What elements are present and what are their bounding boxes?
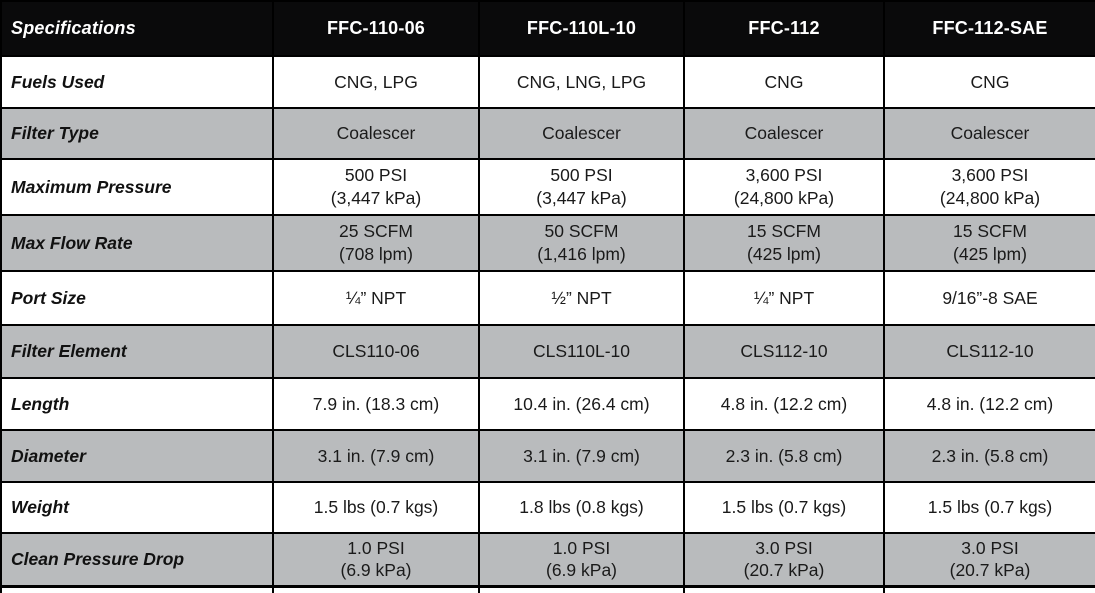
spec-cell: Coalescer [683, 107, 885, 160]
header-specifications: Specifications [0, 0, 274, 57]
spec-cell: 1.5 lbs (0.7 kgs) [883, 481, 1095, 534]
spec-cell: 3.1 in. (7.9 cm) [478, 429, 685, 483]
table-row-clean-pressure-drop: Clean Pressure Drop 1.0 PSI (6.9 kPa) 1.… [0, 532, 1095, 587]
spec-cell: 2.3 in. (5.8 cm) [883, 429, 1095, 483]
row-label: Port Size [0, 270, 274, 326]
table-row-weight: Weight 1.5 lbs (0.7 kgs) 1.8 lbs (0.8 kg… [0, 481, 1095, 534]
spec-cell: 3.0 PSI (20.7 kPa) [683, 532, 885, 587]
spec-cell: 25 SCFM (708 lpm) [272, 214, 480, 272]
spec-cell: Coalescer [883, 107, 1095, 160]
spec-cell: 3,600 PSI (24,800 kPa) [683, 158, 885, 216]
spec-cell: 15 SCFM (425 lpm) [683, 214, 885, 272]
table-row-max-flow-rate: Max Flow Rate 25 SCFM (708 lpm) 50 SCFM … [0, 214, 1095, 272]
cutoff-cell [683, 584, 885, 593]
table-row-cutoff [0, 584, 1095, 593]
spec-cell: CLS110-06 [272, 324, 480, 379]
spec-cell: CNG [683, 55, 885, 109]
spec-cell: 4.8 in. (12.2 cm) [683, 377, 885, 431]
cutoff-cell [478, 584, 685, 593]
spec-cell: 500 PSI (3,447 kPa) [272, 158, 480, 216]
header-col-ffc-112-sae: FFC-112-SAE [883, 0, 1095, 57]
spec-cell: 3.1 in. (7.9 cm) [272, 429, 480, 483]
spec-cell: CNG, LPG [272, 55, 480, 109]
spec-cell: 15 SCFM (425 lpm) [883, 214, 1095, 272]
table-row-port-size: Port Size ¼” NPT ½” NPT ¼” NPT 9/16”-8 S… [0, 270, 1095, 326]
spec-cell: 10.4 in. (26.4 cm) [478, 377, 685, 431]
spec-cell: CNG [883, 55, 1095, 109]
spec-cell: ¼” NPT [272, 270, 480, 326]
row-label: Length [0, 377, 274, 431]
row-label: Filter Type [0, 107, 274, 160]
cutoff-cell [272, 584, 480, 593]
spec-cell: 2.3 in. (5.8 cm) [683, 429, 885, 483]
spec-cell: 50 SCFM (1,416 lpm) [478, 214, 685, 272]
spec-cell: CNG, LNG, LPG [478, 55, 685, 109]
row-label: Fuels Used [0, 55, 274, 109]
row-label: Diameter [0, 429, 274, 483]
spec-cell: CLS112-10 [883, 324, 1095, 379]
header-row: Specifications FFC-110-06 FFC-110L-10 FF… [0, 0, 1095, 57]
spec-cell: 3,600 PSI (24,800 kPa) [883, 158, 1095, 216]
spec-cell: 1.0 PSI (6.9 kPa) [478, 532, 685, 587]
table-row-fuels-used: Fuels Used CNG, LPG CNG, LNG, LPG CNG CN… [0, 55, 1095, 109]
spec-cell: 1.0 PSI (6.9 kPa) [272, 532, 480, 587]
table-row-diameter: Diameter 3.1 in. (7.9 cm) 3.1 in. (7.9 c… [0, 429, 1095, 483]
table-row-length: Length 7.9 in. (18.3 cm) 10.4 in. (26.4 … [0, 377, 1095, 431]
spec-cell: 500 PSI (3,447 kPa) [478, 158, 685, 216]
header-col-ffc-110l-10: FFC-110L-10 [478, 0, 685, 57]
spec-cell: 1.8 lbs (0.8 kgs) [478, 481, 685, 534]
table-row-maximum-pressure: Maximum Pressure 500 PSI (3,447 kPa) 500… [0, 158, 1095, 216]
spec-cell: 4.8 in. (12.2 cm) [883, 377, 1095, 431]
spec-cell: CLS112-10 [683, 324, 885, 379]
spec-cell: 9/16”-8 SAE [883, 270, 1095, 326]
header-col-ffc-110-06: FFC-110-06 [272, 0, 480, 57]
cutoff-cell [883, 584, 1095, 593]
row-label: Max Flow Rate [0, 214, 274, 272]
spec-cell: 3.0 PSI (20.7 kPa) [883, 532, 1095, 587]
row-label: Weight [0, 481, 274, 534]
header-col-ffc-112: FFC-112 [683, 0, 885, 57]
spec-cell: 1.5 lbs (0.7 kgs) [272, 481, 480, 534]
row-label: Filter Element [0, 324, 274, 379]
table-row-filter-element: Filter Element CLS110-06 CLS110L-10 CLS1… [0, 324, 1095, 379]
row-label: Maximum Pressure [0, 158, 274, 216]
spec-cell: ¼” NPT [683, 270, 885, 326]
spec-cell: Coalescer [272, 107, 480, 160]
spec-cell: CLS110L-10 [478, 324, 685, 379]
spec-cell: ½” NPT [478, 270, 685, 326]
spec-cell: 1.5 lbs (0.7 kgs) [683, 481, 885, 534]
spec-cell: Coalescer [478, 107, 685, 160]
cutoff-cell [0, 584, 274, 593]
row-label: Clean Pressure Drop [0, 532, 274, 587]
table-row-filter-type: Filter Type Coalescer Coalescer Coalesce… [0, 107, 1095, 160]
spec-cell: 7.9 in. (18.3 cm) [272, 377, 480, 431]
